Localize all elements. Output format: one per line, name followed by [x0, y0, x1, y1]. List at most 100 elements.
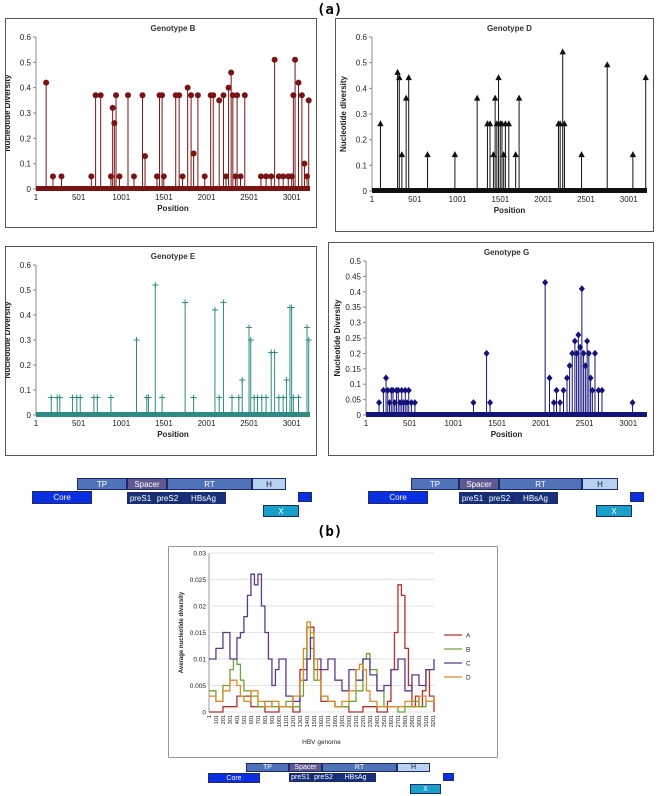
y-tick-label: 0 — [27, 411, 32, 420]
data-point — [116, 173, 123, 180]
data-point — [642, 74, 649, 81]
data-point — [473, 94, 481, 101]
pres1-segment: preS1 — [459, 492, 486, 504]
data-point — [376, 399, 383, 407]
data-point — [194, 92, 201, 99]
data-point — [500, 151, 507, 158]
x-tick-label: 3001 — [283, 193, 301, 202]
y-axis-label: Nucleotide diversity — [339, 75, 348, 152]
y-tick-label: 0.15 — [345, 365, 361, 374]
data-point — [216, 394, 223, 401]
data-point — [290, 394, 297, 401]
panel-label-a: (a) — [317, 2, 343, 18]
data-point — [408, 399, 415, 407]
data-point — [587, 374, 594, 382]
spacer-segment: Spacer — [459, 478, 499, 490]
spacer-segment: Spacer — [127, 478, 167, 490]
y-tick-label: 0.5 — [350, 257, 362, 266]
data-point — [495, 74, 502, 81]
x-tick-label: 3201 — [431, 715, 437, 727]
data-point — [280, 173, 287, 180]
data-point — [585, 349, 592, 357]
x-tick-label: 901 — [270, 715, 276, 724]
data-point — [584, 337, 591, 345]
pres1-segment: preS1 — [289, 773, 312, 782]
x-tick-label: 2001 — [347, 715, 353, 727]
x-tick-label: 501 — [403, 419, 417, 428]
x-tick-label: 501 — [408, 195, 422, 204]
y-tick-label: 0.4 — [350, 288, 362, 297]
data-point — [241, 92, 248, 99]
data-point — [515, 94, 523, 101]
core-segment: Core — [32, 491, 92, 504]
zero-baseline-points — [366, 412, 647, 417]
h-segment: H — [252, 478, 286, 490]
y-axis-label: Average nucleotide diversity — [179, 591, 185, 673]
zero-baseline-points — [36, 412, 310, 417]
x-tick-label: 2501 — [576, 419, 594, 428]
x-axis-label: HBV genome — [302, 739, 341, 746]
x-tick-label: 2101 — [354, 715, 360, 727]
x-tick-label: 301 — [228, 715, 234, 724]
data-point — [380, 386, 387, 394]
data-point — [235, 394, 242, 401]
data-point — [390, 386, 397, 394]
data-point — [451, 151, 459, 158]
data-point — [398, 151, 406, 158]
y-tick-label: 0.4 — [356, 84, 368, 93]
x-tick-label: 801 — [263, 715, 269, 724]
x-tick-label: 1 — [370, 195, 375, 204]
data-point — [424, 151, 431, 158]
x-tick-label: 1801 — [333, 715, 339, 727]
genome-map-bottom: TP Spacer RT H Core preS1 preS2 HBsAg X — [208, 763, 468, 795]
x-axis-label: Position — [494, 206, 526, 215]
x-tick-label: 2501 — [240, 419, 258, 428]
x-axis-label: Position — [157, 430, 189, 439]
data-point — [152, 282, 159, 288]
data-point — [246, 324, 253, 331]
hbsag-segment: HBsAg — [181, 492, 226, 504]
data-point — [564, 374, 571, 382]
y-tick-label: 0.6 — [356, 33, 368, 42]
x-segment: X — [410, 784, 441, 794]
data-point — [139, 92, 146, 99]
data-point — [275, 173, 282, 180]
x-tick-label: 1401 — [305, 715, 311, 727]
data-point — [405, 74, 412, 81]
y-axis-label: Nucleotide Diversity — [6, 74, 12, 151]
data-point — [542, 279, 549, 287]
data-point — [210, 92, 217, 99]
x-tick-label: 2001 — [532, 419, 550, 428]
data-point — [220, 92, 227, 99]
x-tick-label: 1201 — [291, 715, 297, 727]
y-tick-label: 0.2 — [20, 361, 32, 370]
x-tick-label: 2001 — [198, 193, 216, 202]
y-tick-label: 0.015 — [190, 630, 207, 637]
data-point — [184, 84, 191, 91]
data-point — [298, 92, 305, 99]
x-tick-label: 2801 — [403, 715, 409, 727]
y-tick-label: 0.1 — [356, 161, 368, 170]
data-point — [130, 173, 137, 180]
chart-genotype-d: Genotype D 0 0.1 0.2 0.3 0.4 0.5 0.6 1 501 1001 150… — [335, 18, 654, 232]
data-point — [283, 377, 290, 383]
spacer-segment: Spacer — [289, 763, 322, 772]
genome-map-left: TP Spacer RT H Core preS1 preS2 HBsAg X — [32, 478, 322, 520]
data-point — [97, 92, 104, 99]
y-tick-label: 0.1 — [20, 160, 32, 169]
core-end-segment — [443, 773, 454, 781]
x-segment: X — [596, 505, 632, 517]
data-point — [483, 349, 490, 357]
x-tick-label: 701 — [256, 715, 262, 724]
x-tick-label: 201 — [221, 715, 227, 724]
y-tick-label: 0.01 — [193, 657, 206, 664]
data-point — [566, 362, 573, 370]
tp-segment: TP — [246, 763, 289, 772]
chart-title: Genotype E — [151, 252, 196, 261]
series-line-A — [209, 584, 435, 713]
data-point — [225, 84, 232, 91]
data-point — [176, 92, 183, 99]
data-point — [580, 349, 587, 357]
data-point — [396, 74, 403, 81]
